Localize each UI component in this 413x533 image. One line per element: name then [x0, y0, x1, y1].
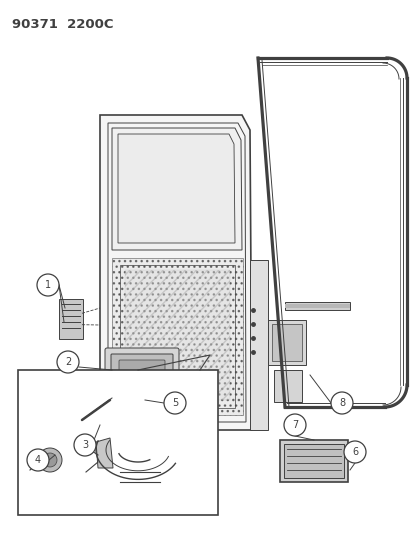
Text: 5: 5: [171, 398, 178, 408]
Circle shape: [57, 351, 79, 373]
Text: 2: 2: [65, 357, 71, 367]
FancyBboxPatch shape: [59, 299, 83, 339]
Text: 6: 6: [351, 447, 357, 457]
Polygon shape: [112, 128, 242, 250]
Polygon shape: [118, 134, 235, 243]
Text: 90371  2200C: 90371 2200C: [12, 18, 113, 31]
Circle shape: [27, 449, 49, 471]
Circle shape: [330, 392, 352, 414]
Text: 7: 7: [291, 420, 297, 430]
Polygon shape: [96, 438, 113, 468]
Bar: [279, 440, 347, 482]
Polygon shape: [125, 270, 230, 400]
Circle shape: [38, 448, 62, 472]
Polygon shape: [249, 260, 267, 430]
Bar: [273, 370, 301, 402]
Polygon shape: [112, 258, 242, 415]
Bar: [271, 324, 301, 361]
FancyBboxPatch shape: [111, 354, 173, 386]
Circle shape: [343, 441, 365, 463]
Polygon shape: [100, 115, 252, 430]
Text: 4: 4: [35, 455, 41, 465]
Bar: [284, 302, 349, 310]
FancyBboxPatch shape: [119, 360, 165, 380]
Circle shape: [283, 414, 305, 436]
Text: 1: 1: [45, 280, 51, 290]
Text: 8: 8: [338, 398, 344, 408]
FancyBboxPatch shape: [105, 348, 178, 390]
Bar: [267, 320, 305, 365]
Text: 3: 3: [82, 440, 88, 450]
Circle shape: [74, 434, 96, 456]
Circle shape: [37, 274, 59, 296]
Bar: [283, 444, 343, 478]
Bar: [284, 304, 349, 308]
Bar: [18, 370, 218, 515]
Circle shape: [43, 453, 57, 467]
Circle shape: [164, 392, 185, 414]
